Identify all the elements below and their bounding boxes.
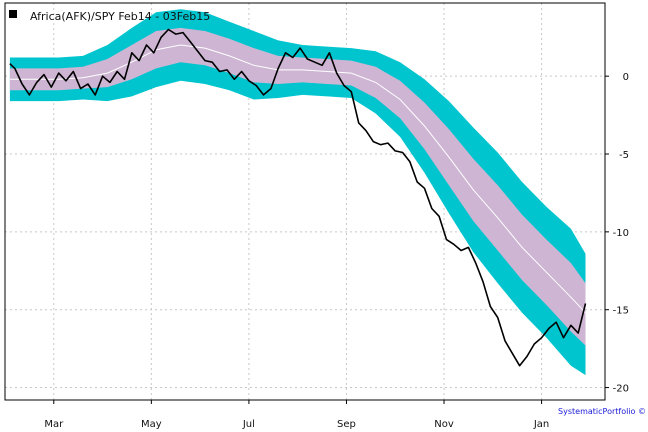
legend-label: Africa(AFK)/SPY Feb14 - 03Feb15 — [30, 10, 210, 23]
y-tick-label: -20 — [613, 384, 629, 395]
x-tick-label-jul: Jul — [242, 419, 255, 430]
series-line-0 — [9, 28, 587, 367]
y-tick-label: -10 — [613, 228, 629, 239]
frame-layer — [4, 2, 606, 401]
y-tick-label: 0 — [623, 72, 629, 83]
x-tick-label-sep: Sep — [337, 419, 356, 430]
y-tick-label: -15 — [613, 306, 629, 317]
x-tick-label-mar: Mar — [44, 419, 64, 430]
y-tick-label: -5 — [619, 150, 629, 161]
credit-text: SystematicPortfolio © — [558, 407, 646, 416]
x-tick-label-may: May — [141, 419, 162, 430]
outer-band — [9, 9, 586, 376]
tick-layer: Mar May Jul Sep Nov Jan 0 -5 -10 -15 -20 — [44, 72, 629, 430]
x-tick-label-jan: Jan — [533, 419, 549, 430]
center-line — [9, 44, 586, 314]
plot-frame — [4, 2, 606, 401]
x-tick-label-nov: Nov — [434, 419, 454, 430]
line-layer — [9, 28, 587, 367]
legend: Africa(AFK)/SPY Feb14 - 03Feb15 — [9, 10, 210, 23]
legend-marker — [9, 10, 17, 18]
band-layer — [9, 9, 586, 376]
